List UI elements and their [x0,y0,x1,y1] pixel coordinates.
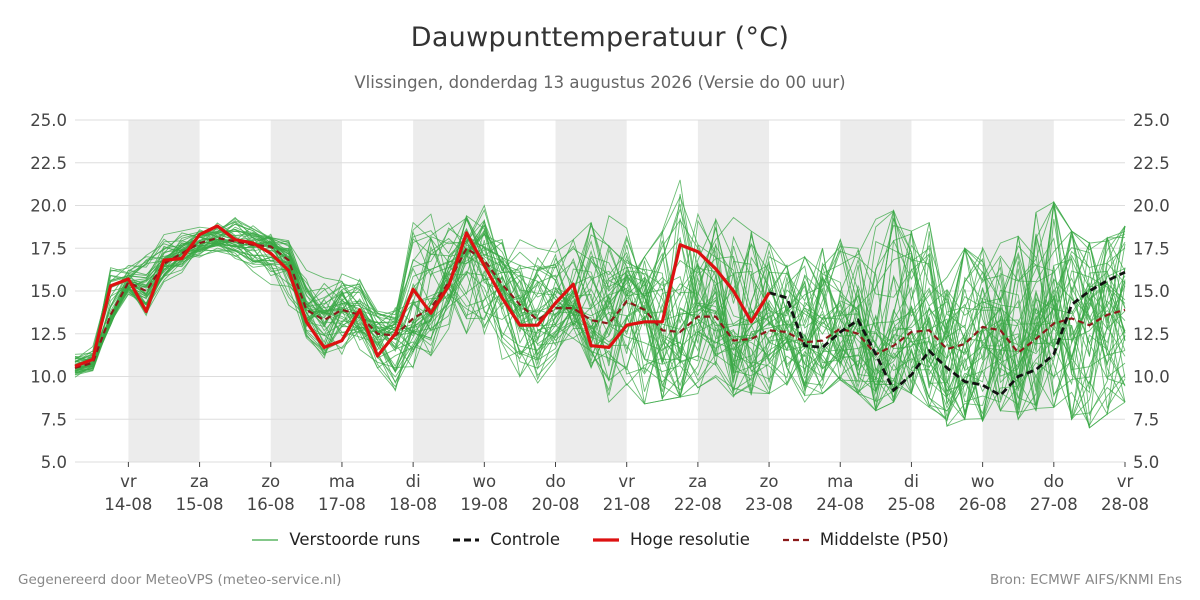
legend-label-hires: Hoge resolutie [629,530,750,549]
x-tick-date: 16-08 [247,495,295,514]
y-tick-label-right: 17.5 [1133,239,1170,258]
legend-label-median: Middelste (P50) [819,530,949,549]
y-tick-label-left: 20.0 [30,197,67,216]
chart-subtitle: Vlissingen, donderdag 13 augustus 2026 (… [354,73,846,92]
x-tick-weekday: za [190,472,209,491]
ensemble-member-line [74,215,1126,364]
x-tick-weekday: di [904,472,919,491]
median-line-icon [782,538,809,541]
footer-credit: Gegenereerd door MeteoVPS (meteo-service… [18,572,342,588]
x-tick-weekday: wo [473,472,497,491]
x-tick-weekday: do [545,472,566,491]
y-tick-label-left: 17.5 [30,239,67,258]
footer-source: Bron: ECMWF AIFS/KNMI Ens [989,572,1182,588]
x-tick-weekday: za [688,472,707,491]
x-tick-weekday: wo [971,472,995,491]
y-tick-label-right: 7.5 [1133,410,1159,429]
y-tick-label-left: 5.0 [41,453,67,472]
x-tick-date: 14-08 [104,495,152,514]
ensemble-member-line [74,209,1126,367]
y-tick-label-left: 12.5 [30,325,67,344]
legend-item-control[interactable]: Controle [452,530,560,549]
x-tick-date: 27-08 [1030,495,1078,514]
y-tick-label-right: 25.0 [1133,111,1170,130]
x-tick-date: 25-08 [887,495,935,514]
x-tick-weekday: zo [261,472,280,491]
chart-title: Dauwpunttemperatuur (°C) [410,22,790,53]
x-tick-weekday: do [1044,472,1065,491]
x-tick-date: 19-08 [460,495,508,514]
y-tick-label-right: 10.0 [1133,368,1170,387]
x-tick-date: 24-08 [816,495,864,514]
y-tick-label-left: 22.5 [30,154,67,173]
y-tick-label-left: 15.0 [30,282,67,301]
x-tick-weekday: ma [827,472,853,491]
y-tick-label-right: 22.5 [1133,154,1170,173]
legend-label-control: Controle [490,530,560,549]
legend: Verstoorde runs Controle Hoge resolutie … [0,530,1200,549]
control-line-icon [453,538,480,541]
x-tick-date: 21-08 [603,495,651,514]
y-tick-label-right: 20.0 [1133,197,1170,216]
ensemble-line-icon [252,538,279,541]
x-tick-date: 22-08 [674,495,722,514]
ensemble-member-line [74,212,1126,385]
hires-line-icon [592,537,619,542]
legend-item-median[interactable]: Middelste (P50) [782,530,949,549]
median-series-line [74,236,1126,369]
x-tick-weekday: ma [329,472,355,491]
ensemble-member-line [74,236,1126,398]
x-tick-weekday: zo [760,472,779,491]
x-tick-weekday: vr [1117,472,1134,491]
y-tick-label-left: 25.0 [30,111,67,130]
x-tick-date: 15-08 [176,495,224,514]
x-tick-date: 26-08 [959,495,1007,514]
x-tick-date: 18-08 [389,495,437,514]
x-tick-weekday: vr [120,472,137,491]
legend-item-hires[interactable]: Hoge resolutie [592,530,750,549]
x-tick-date: 20-08 [532,495,580,514]
ensemble-member-line [74,206,1126,372]
y-tick-label-left: 7.5 [41,410,67,429]
y-tick-label-left: 10.0 [30,368,67,387]
ensemble-member-line [74,179,1126,372]
legend-label-ensemble: Verstoorde runs [289,530,421,549]
x-tick-weekday: vr [618,472,635,491]
y-tick-label-right: 5.0 [1133,453,1159,472]
x-tick-weekday: di [406,472,421,491]
ensemble-member-line [74,236,1126,413]
x-tick-date: 17-08 [318,495,366,514]
ensemble-member-line [74,202,1126,392]
legend-item-ensemble[interactable]: Verstoorde runs [251,530,420,549]
x-tick-date: 23-08 [745,495,793,514]
ensemble-member-line [74,195,1126,381]
y-tick-label-right: 15.0 [1133,282,1170,301]
control-series-line [768,270,1126,398]
hires-series-line [74,224,771,368]
x-tick-date: 28-08 [1101,495,1149,514]
y-tick-label-right: 12.5 [1133,325,1170,344]
